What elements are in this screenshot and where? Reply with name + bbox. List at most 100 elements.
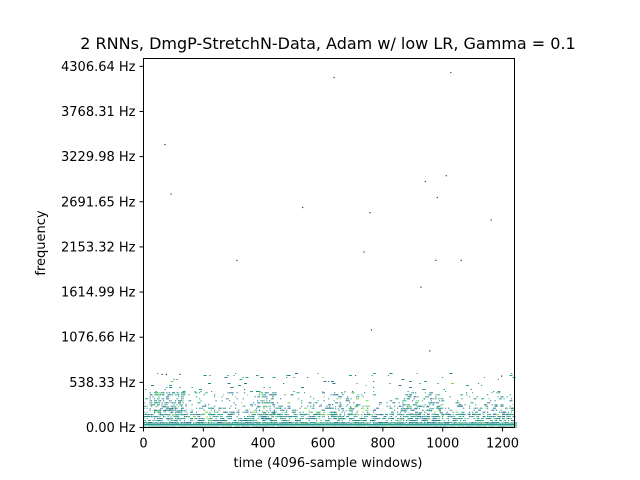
- spectrogram-cell: [143, 416, 147, 418]
- spectrogram-cell: [253, 416, 255, 418]
- spectrogram-cell: [454, 422, 456, 424]
- spectrogram-cell: [494, 400, 496, 402]
- spectrogram-cell: [166, 398, 169, 400]
- spectrogram-cell: [158, 398, 160, 400]
- spectrogram-cell: [365, 400, 369, 402]
- spectrogram-cell: [460, 422, 462, 424]
- spectrogram-cell: [479, 420, 483, 422]
- spectrogram-cell: [203, 394, 205, 396]
- spectrogram-cell: [432, 402, 436, 404]
- spectrogram-cell: [296, 422, 298, 424]
- spectrogram-cell: [166, 422, 168, 424]
- spectrogram-cell: [386, 422, 388, 424]
- spectrogram-cell: [218, 420, 220, 422]
- spectrogram-cell: [314, 402, 318, 404]
- spectrogram-cell: [275, 411, 277, 413]
- spectrogram-cell: [466, 422, 468, 424]
- spectrogram-cell: [178, 405, 180, 407]
- spectrogram-cell: [421, 400, 423, 402]
- spectrogram-cell: [367, 422, 369, 424]
- spectrogram-band: [143, 392, 516, 406]
- spectrogram-cell: [157, 410, 159, 412]
- spectrogram-cell: [169, 387, 172, 388]
- spectrogram-cell: [467, 413, 471, 415]
- spectrogram-cell: [169, 385, 172, 386]
- spectrogram-cell: [506, 407, 508, 409]
- spectrogram-cell: [253, 402, 255, 404]
- spectrogram-cell: [229, 392, 231, 394]
- spectrogram-cell: [466, 394, 468, 396]
- spectrogram-cell: [235, 404, 237, 406]
- spectrogram-cell: [248, 416, 250, 418]
- spectrogram-cell: [392, 402, 396, 404]
- spectrogram-cell: [461, 398, 463, 400]
- spectrogram-cell: [229, 407, 231, 409]
- spectrogram-cell: [287, 414, 289, 416]
- spectrogram-cell: [348, 410, 350, 412]
- spectrogram-cell: [215, 416, 219, 418]
- spectrogram-cell: [424, 420, 426, 422]
- spectrogram-cell: [415, 414, 417, 416]
- spectrogram-cell: [200, 414, 202, 416]
- spectrogram-cell: [202, 418, 204, 420]
- spectrogram-cell: [244, 411, 246, 413]
- spectrogram-cell: [157, 402, 160, 404]
- spectrogram-cell: [191, 420, 193, 422]
- spectrogram-cell: [401, 409, 403, 411]
- spectrogram-cell: [443, 422, 445, 424]
- spectrogram-cell: [405, 400, 407, 402]
- spectrogram-cell: [391, 420, 393, 422]
- spectrogram-cell: [199, 407, 201, 409]
- spectrogram-cell: [281, 422, 283, 424]
- spectrogram-band: [400, 392, 445, 420]
- spectrogram-cell: [500, 411, 502, 413]
- spectrogram-cell: [160, 408, 162, 410]
- spectrogram-cell: [202, 405, 205, 407]
- spectrogram-cell: [287, 402, 291, 404]
- spectrogram-cell: [263, 405, 267, 407]
- spectrogram-cell: [460, 420, 462, 422]
- spectrogram-cell: [432, 404, 434, 406]
- spectrogram-cell: [509, 407, 511, 409]
- spectrogram-cell: [322, 422, 324, 424]
- spectrogram-cell: [281, 420, 283, 422]
- spectrogram-cell: [331, 407, 334, 409]
- spectrogram-cell: [434, 411, 436, 413]
- spectrogram-cell: [320, 409, 322, 411]
- spectrogram-cell: [418, 400, 420, 402]
- spectrogram-cell: [338, 420, 340, 422]
- spectrogram-cell: [457, 405, 460, 407]
- spectrogram-cell: [451, 409, 453, 411]
- spectrogram-cell: [238, 385, 241, 386]
- spectrogram-cell: [460, 416, 462, 418]
- spectrogram-cell: [437, 383, 439, 384]
- spectrogram-cell: [442, 422, 444, 424]
- spectrogram-cell: [429, 404, 431, 406]
- spectrogram-cell: [406, 414, 409, 416]
- spectrogram-cell: [295, 373, 298, 374]
- spectrogram-cell: [485, 418, 489, 420]
- spectrogram-cell: [313, 398, 315, 400]
- spectrogram-cell: [494, 413, 496, 415]
- spectrogram-cell: [473, 407, 475, 409]
- spectrogram-cell: [346, 422, 348, 424]
- spectrogram-cell: [512, 407, 514, 409]
- spectrogram-cell: [329, 418, 331, 420]
- spectrogram-cell: [332, 418, 334, 420]
- spectrogram-cell: [267, 402, 271, 404]
- spectrogram-cell: [197, 418, 199, 420]
- spectrogram-cell: [335, 411, 337, 413]
- spectrogram-cell: [354, 406, 358, 408]
- spectrogram-cell: [143, 411, 145, 413]
- spectrogram-cell: [205, 404, 207, 406]
- spectrogram-cell: [340, 416, 342, 418]
- spectrogram-cell: [227, 375, 229, 376]
- spectrogram-cell: [357, 394, 359, 396]
- spectrogram-cell: [176, 422, 178, 424]
- spectrogram-cell: [475, 407, 477, 409]
- spectrogram-cell: [422, 409, 424, 411]
- spectrogram-cell: [457, 400, 459, 402]
- spectrogram-cell: [437, 416, 439, 418]
- spectrogram-cell: [185, 414, 187, 416]
- spectrogram-cell: [394, 422, 396, 424]
